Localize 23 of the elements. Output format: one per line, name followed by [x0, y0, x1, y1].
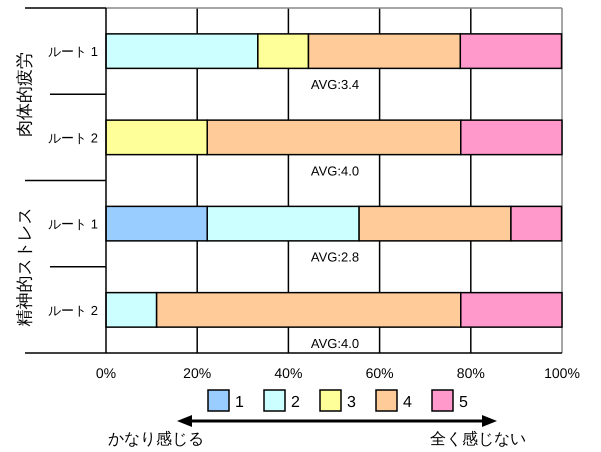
- annotation: AVG:4.0: [310, 163, 360, 178]
- annotation: AVG:3.4: [310, 77, 360, 92]
- annotation: AVG:4.0: [310, 336, 360, 351]
- y-tick-label: ルート 1: [48, 216, 98, 232]
- legend-label: 5: [459, 394, 468, 411]
- text: 精神的ストレス: [15, 207, 34, 326]
- x-tick-label: 40%: [274, 365, 302, 381]
- text: 肉体的疲労: [15, 52, 34, 137]
- legend-label: 2: [291, 394, 300, 411]
- text: かなり感じる: [108, 430, 204, 448]
- x-tick-label: 100%: [544, 365, 580, 381]
- legend-label: 1: [235, 394, 244, 411]
- legend-label: 3: [347, 394, 356, 411]
- annotation: AVG:2.8: [310, 250, 360, 265]
- x-tick-label: 0%: [96, 365, 116, 381]
- legend-label: 4: [403, 394, 412, 411]
- x-tick-label: 60%: [366, 365, 394, 381]
- y-tick-label: ルート 1: [48, 44, 98, 60]
- y-tick-label: ルート 2: [48, 302, 98, 318]
- x-tick-label: 80%: [456, 365, 485, 381]
- y-tick-label: ルート 2: [48, 130, 98, 146]
- text: 全く感じない: [430, 430, 526, 448]
- x-tick-label: 20%: [183, 365, 212, 381]
